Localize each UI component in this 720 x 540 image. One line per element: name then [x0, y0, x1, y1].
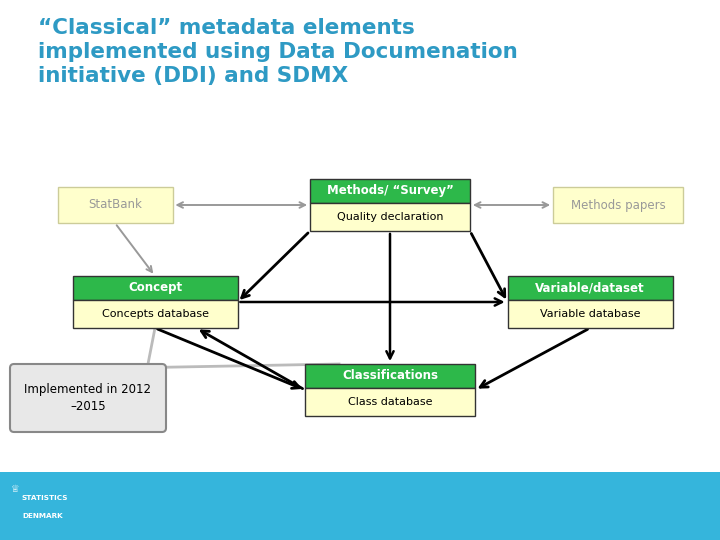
Text: Implemented in 2012
–2015: Implemented in 2012 –2015	[24, 383, 151, 413]
Text: Concepts database: Concepts database	[102, 309, 209, 319]
Bar	[0, 472, 720, 540]
Text: Variable database: Variable database	[540, 309, 640, 319]
Text: Quality declaration: Quality declaration	[337, 212, 444, 222]
Text: DENMARK: DENMARK	[22, 513, 63, 519]
Bar	[310, 179, 470, 203]
Bar	[73, 300, 238, 328]
Text: “Classical” metadata elements
implemented using Data Documenation
initiative (DD: “Classical” metadata elements implemente…	[38, 18, 518, 86]
Text: Methods papers: Methods papers	[571, 199, 665, 212]
Bar	[508, 276, 672, 300]
Text: ♕: ♕	[11, 484, 19, 494]
Bar	[508, 300, 672, 328]
Text: Variable/dataset: Variable/dataset	[535, 281, 645, 294]
Text: Class database: Class database	[348, 397, 432, 407]
Text: Concept: Concept	[128, 281, 182, 294]
Text: StatBank: StatBank	[88, 199, 142, 212]
FancyBboxPatch shape	[10, 364, 166, 432]
Bar	[553, 187, 683, 223]
Bar	[310, 203, 470, 231]
Text: Methods/ “Survey”: Methods/ “Survey”	[327, 185, 454, 198]
Text: STATISTICS: STATISTICS	[22, 495, 68, 501]
Bar	[305, 388, 475, 416]
Bar	[305, 364, 475, 388]
Bar	[58, 187, 173, 223]
Text: Classifications: Classifications	[342, 369, 438, 382]
Bar	[73, 276, 238, 300]
